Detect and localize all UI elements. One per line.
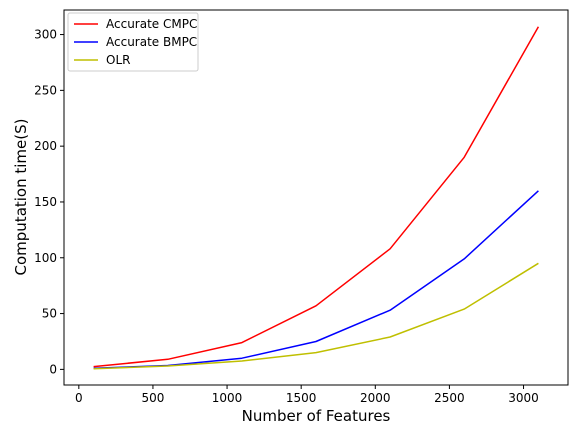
y-tick-label: 100 (34, 251, 57, 265)
x-tick-label: 2500 (434, 391, 465, 405)
y-tick-label: 200 (34, 139, 57, 153)
series-line-0 (93, 26, 540, 368)
plot-frame (63, 9, 569, 386)
x-tick-label: 1000 (212, 391, 243, 405)
x-tick-label: 2000 (360, 391, 391, 405)
y-tick-label: 150 (34, 195, 57, 209)
legend: Accurate CMPC Accurate BMPC OLR (67, 12, 199, 72)
y-tick-label: 0 (49, 362, 57, 376)
y-tick-label: 50 (42, 307, 57, 321)
y-axis-label: Computation time(S) (12, 119, 30, 276)
x-axis-ticks: 0 500 1000 1500 2000 2500 3000 (75, 385, 539, 405)
legend-label-bmpc: Accurate BMPC (106, 35, 197, 49)
series-line-1 (93, 190, 539, 370)
x-tick-label: 500 (141, 391, 164, 405)
x-tick-label: 1500 (286, 391, 317, 405)
legend-frame (67, 12, 199, 72)
x-tick-label: 3000 (508, 391, 539, 405)
y-tick-label: 300 (34, 28, 57, 42)
legend-label-olr: OLR (106, 53, 130, 67)
plot-lines (93, 26, 540, 370)
x-tick-label: 0 (75, 391, 83, 405)
y-tick-label: 250 (34, 83, 57, 97)
series-line-2 (93, 262, 539, 370)
x-axis-label: Number of Features (242, 407, 391, 425)
y-axis-ticks: 0 50 100 150 200 250 300 (34, 28, 64, 376)
legend-label-cmpc: Accurate CMPC (106, 17, 197, 31)
